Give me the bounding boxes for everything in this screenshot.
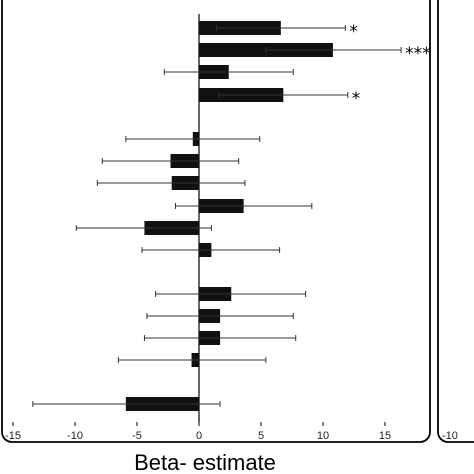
- x-tick-label: 10: [317, 430, 329, 442]
- x-tick-label: 5: [258, 430, 264, 442]
- x-tick-label: 15: [379, 430, 391, 442]
- significance-label: *: [352, 89, 361, 109]
- second-panel-tick-label: -10: [442, 430, 458, 442]
- x-tick-label: -5: [132, 430, 142, 442]
- significance-label: *: [349, 22, 358, 42]
- x-axis-title: Beta- estimate: [134, 450, 276, 474]
- x-axis-ticks: -15 -10 -5 0 5 10 15: [5, 422, 391, 442]
- plot-frame: [1, 0, 431, 443]
- x-tick-label: -15: [5, 430, 21, 442]
- bars-group: *****: [32, 21, 431, 411]
- second-panel-frame: [437, 0, 474, 443]
- x-tick-label: 0: [196, 430, 202, 442]
- significance-label: ***: [405, 44, 431, 64]
- x-tick-label: -10: [67, 430, 83, 442]
